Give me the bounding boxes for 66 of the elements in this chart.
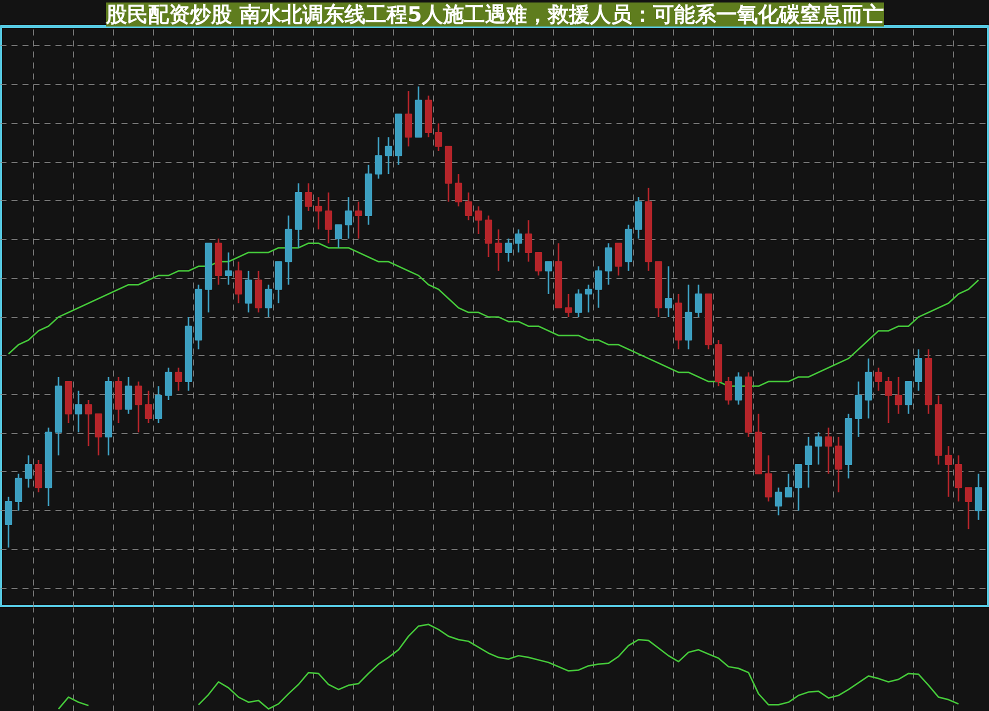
candlestick xyxy=(404,90,412,148)
candlestick xyxy=(454,173,462,208)
candlestick xyxy=(784,473,792,498)
candlestick xyxy=(944,445,952,498)
candlestick xyxy=(484,214,492,258)
candlestick xyxy=(914,348,922,392)
candlestick xyxy=(24,454,32,488)
candlestick xyxy=(734,372,742,406)
candlestick xyxy=(614,242,622,276)
candlestick xyxy=(134,380,142,434)
candlestick xyxy=(514,228,522,254)
candlestick xyxy=(794,464,802,512)
candlestick xyxy=(344,196,352,240)
candlestick xyxy=(504,238,512,262)
candlestick xyxy=(154,385,162,424)
candlestick xyxy=(494,228,502,272)
candlestick xyxy=(94,413,102,456)
candlestick xyxy=(34,459,42,493)
candlestick xyxy=(824,426,832,475)
candlestick xyxy=(84,399,92,447)
candlestick xyxy=(584,284,592,314)
candlestick xyxy=(834,436,842,493)
candlestick xyxy=(314,196,322,230)
candlestick xyxy=(804,436,812,488)
candlestick xyxy=(694,284,702,318)
candlestick xyxy=(664,266,672,318)
candlestick xyxy=(164,366,172,401)
candlestick xyxy=(574,288,582,318)
candlestick xyxy=(544,260,552,295)
candlestick xyxy=(74,390,82,434)
candlestick xyxy=(854,380,862,438)
candlestick xyxy=(904,380,912,415)
candlestick xyxy=(174,366,182,392)
candlestick xyxy=(244,270,252,314)
candlestick xyxy=(894,376,902,415)
candlestick xyxy=(964,486,972,530)
candlestick xyxy=(234,260,242,304)
candlestick xyxy=(954,454,962,502)
candlestick xyxy=(774,486,782,516)
candlestick xyxy=(124,376,132,415)
candlestick xyxy=(224,252,232,286)
candlestick xyxy=(534,252,542,276)
candlestick xyxy=(594,266,602,309)
candlestick xyxy=(14,473,22,512)
candlestick xyxy=(304,182,312,212)
candlestick xyxy=(524,219,532,262)
candlestick xyxy=(464,192,472,221)
candlestick xyxy=(4,496,12,548)
candlestick xyxy=(564,293,572,318)
candlestick xyxy=(264,284,272,318)
candlestick xyxy=(814,432,822,466)
candlestick xyxy=(374,136,382,180)
candlestick xyxy=(884,376,892,424)
chart-title: 股民配资炒股 南水北调东线工程5人施工遇难，救援人员：可能系一氧化碳窒息而亡 xyxy=(105,2,884,26)
candlestick xyxy=(324,192,332,244)
candlestick xyxy=(434,122,442,152)
candlestick xyxy=(724,376,732,406)
candlestick xyxy=(764,454,772,502)
candlestick xyxy=(334,224,342,249)
candlestick xyxy=(144,390,152,424)
candlestick xyxy=(974,473,982,521)
candlestick xyxy=(874,366,882,392)
candlestick xyxy=(474,206,482,235)
candlestick xyxy=(604,242,612,286)
candlestick xyxy=(384,136,392,175)
candlestick xyxy=(354,200,362,240)
